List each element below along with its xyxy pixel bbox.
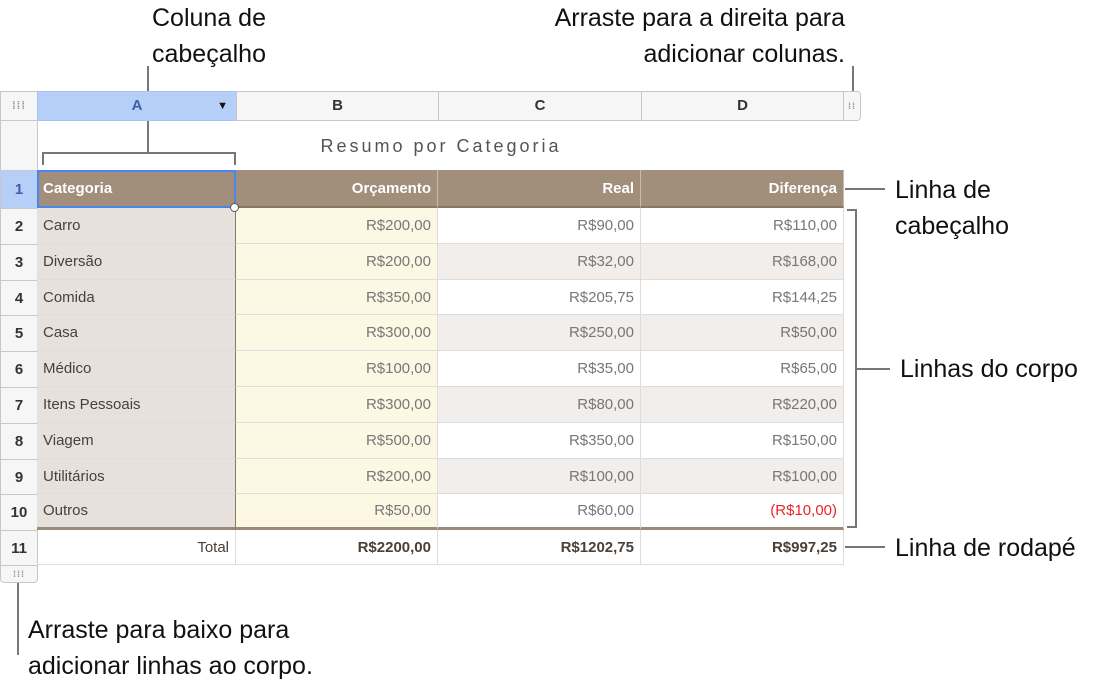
add-row-handle[interactable]: ⁞⁞⁞ (0, 565, 38, 583)
callout-drag-down: Arraste para baixo para adicionar linhas… (28, 612, 313, 684)
row-header[interactable]: 10 (0, 494, 38, 531)
add-column-handle[interactable]: ⁞⁞ (843, 91, 861, 121)
callout-header-column: Coluna de cabeçalho (152, 0, 266, 72)
row-header-title (0, 120, 38, 171)
row-header[interactable]: 8 (0, 423, 38, 460)
body-cell[interactable]: R$200,00 (236, 459, 438, 494)
row-header[interactable]: 1 (0, 170, 38, 209)
body-cell[interactable]: R$200,00 (236, 244, 438, 280)
selection-resize-handle[interactable] (230, 203, 239, 212)
callout-line2: cabeçalho (895, 212, 1009, 240)
row-header[interactable]: 4 (0, 280, 38, 316)
callout-line2: adicionar linhas ao corpo. (28, 652, 313, 680)
header-cell[interactable]: Diferença (641, 170, 844, 208)
body-cell[interactable]: R$500,00 (236, 423, 438, 459)
callout-line2: adicionar colunas. (643, 40, 845, 68)
table-select-handle[interactable]: ⁞⁞⁞ (0, 91, 38, 121)
column-header-d[interactable]: D (641, 91, 844, 121)
body-cell[interactable]: R$65,00 (641, 351, 844, 387)
body-cell[interactable]: Outros (37, 494, 236, 530)
body-cell[interactable]: R$350,00 (438, 423, 641, 459)
body-cell[interactable]: R$90,00 (438, 208, 641, 244)
callout-leader (852, 66, 854, 91)
body-cell[interactable]: R$205,75 (438, 280, 641, 315)
body-cell[interactable]: R$144,25 (641, 280, 844, 315)
body-cell[interactable]: R$250,00 (438, 315, 641, 351)
callout-line1: Arraste para baixo para (28, 616, 290, 644)
callout-leader (845, 546, 885, 548)
column-label: A (131, 97, 143, 114)
row-header[interactable]: 6 (0, 351, 38, 388)
body-cell[interactable]: Utilitários (37, 459, 236, 494)
column-header-c[interactable]: C (438, 91, 642, 121)
body-cell[interactable]: R$35,00 (438, 351, 641, 387)
body-cell[interactable]: R$300,00 (236, 387, 438, 423)
body-cell[interactable]: R$350,00 (236, 280, 438, 315)
header-cell[interactable]: Orçamento (236, 170, 438, 208)
callout-leader (17, 583, 19, 655)
header-cell[interactable]: Real (438, 170, 641, 208)
column-label: B (332, 97, 343, 114)
row-header[interactable]: 3 (0, 244, 38, 281)
body-cell[interactable]: R$50,00 (236, 494, 438, 530)
callout-drag-right: Arraste para a direita para adicionar co… (555, 0, 845, 72)
callout-line1: Coluna de (152, 4, 266, 32)
body-cell[interactable]: Comida (37, 280, 236, 315)
callout-leader (857, 368, 890, 370)
callout-line1: Arraste para a direita para (554, 4, 845, 32)
body-cell[interactable]: R$220,00 (641, 387, 844, 423)
footer-cell[interactable]: R$2200,00 (236, 530, 438, 565)
body-rows-bracket (847, 209, 857, 528)
body-cell[interactable]: R$80,00 (438, 387, 641, 423)
callout-footer-row: Linha de rodapé (895, 534, 1076, 562)
row-header[interactable]: 9 (0, 459, 38, 495)
body-cell[interactable]: R$100,00 (236, 351, 438, 387)
body-cell[interactable]: R$50,00 (641, 315, 844, 351)
dropdown-arrow-icon[interactable]: ▼ (217, 100, 228, 112)
footer-cell[interactable]: R$997,25 (641, 530, 844, 565)
body-cell[interactable]: Itens Pessoais (37, 387, 236, 423)
footer-cell[interactable]: Total (37, 530, 236, 565)
callout-line1: Linha de (895, 176, 991, 204)
row-header[interactable]: 5 (0, 315, 38, 352)
body-cell[interactable]: Carro (37, 208, 236, 244)
body-cell[interactable]: Viagem (37, 423, 236, 459)
footer-cell[interactable]: R$1202,75 (438, 530, 641, 565)
body-cell[interactable]: R$110,00 (641, 208, 844, 244)
body-cell[interactable]: R$32,00 (438, 244, 641, 280)
body-cell[interactable]: R$150,00 (641, 423, 844, 459)
column-header-a[interactable]: A ▼ (37, 91, 237, 121)
column-label: C (534, 97, 546, 114)
body-cell[interactable]: R$60,00 (438, 494, 641, 530)
table-title: Resumo por Categoria (320, 136, 562, 156)
header-cell[interactable]: Categoria (37, 170, 236, 208)
callout-leader (845, 188, 885, 190)
row-header[interactable]: 2 (0, 208, 38, 245)
body-cell[interactable]: (R$10,00) (641, 494, 844, 530)
body-cell[interactable]: Médico (37, 351, 236, 387)
column-header-b[interactable]: B (236, 91, 439, 121)
header-column-bracket (42, 152, 236, 165)
body-cell[interactable]: R$300,00 (236, 315, 438, 351)
body-cell[interactable]: R$100,00 (641, 459, 844, 494)
column-label: D (737, 97, 748, 114)
callout-line2: cabeçalho (152, 40, 266, 68)
body-cell[interactable]: Casa (37, 315, 236, 351)
row-header[interactable]: 7 (0, 387, 38, 424)
body-cell[interactable]: R$200,00 (236, 208, 438, 244)
body-cell[interactable]: Diversão (37, 244, 236, 280)
body-cell[interactable]: R$100,00 (438, 459, 641, 494)
body-cell[interactable]: R$168,00 (641, 244, 844, 280)
callout-header-row: Linha de cabeçalho (895, 172, 1009, 244)
callout-body-rows: Linhas do corpo (900, 355, 1078, 383)
row-header[interactable]: 11 (0, 530, 38, 566)
